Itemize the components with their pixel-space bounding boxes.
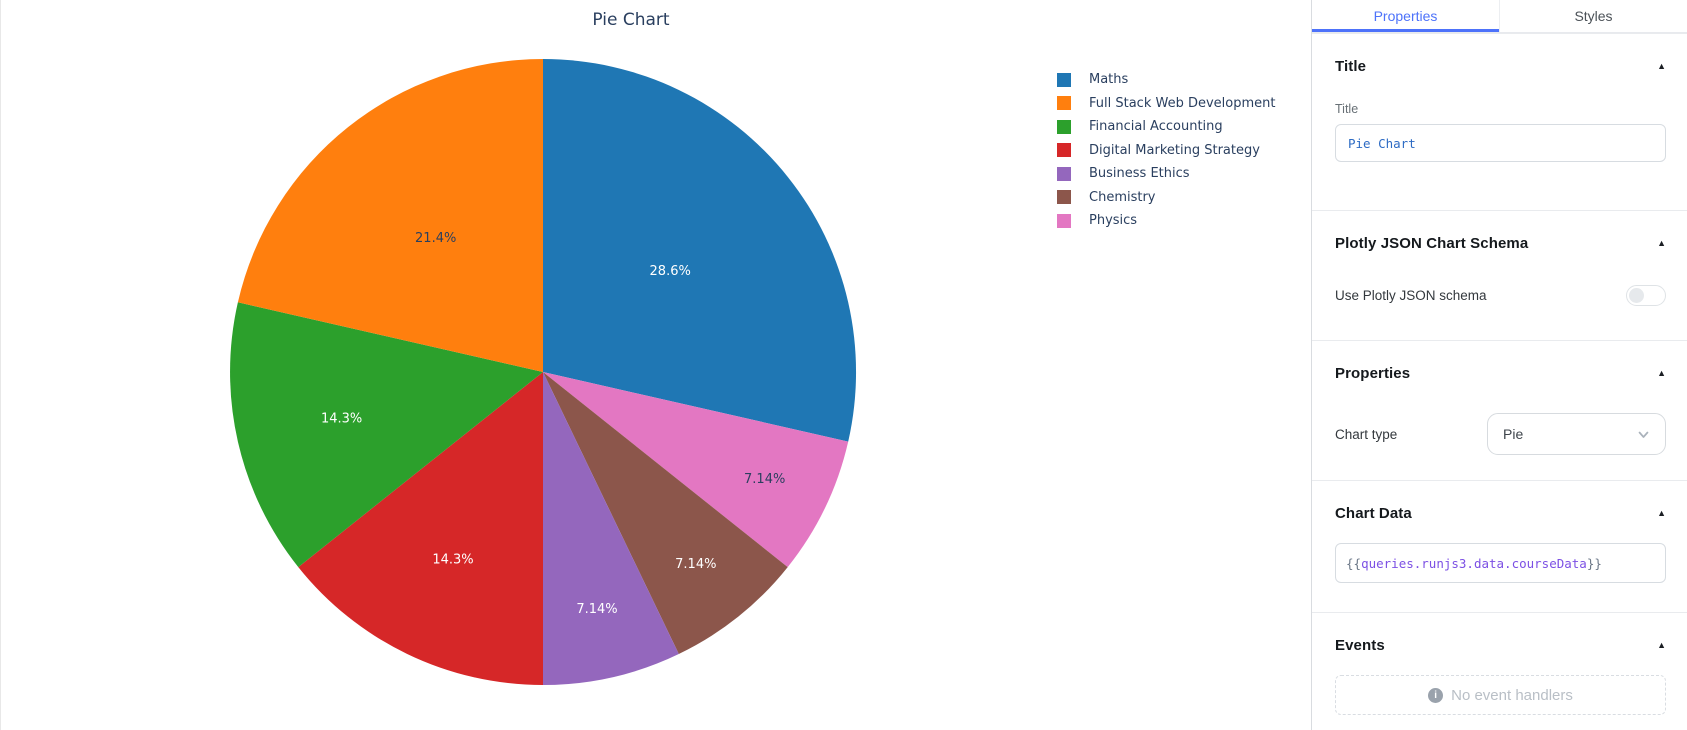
legend-label: Digital Marketing Strategy (1089, 142, 1260, 158)
legend-swatch (1057, 143, 1071, 158)
chart-type-value: Pie (1503, 426, 1524, 442)
plotly-schema-toggle[interactable] (1626, 285, 1666, 306)
legend-item[interactable]: Chemistry (1057, 186, 1275, 210)
pie-slice-chemistry[interactable] (543, 372, 788, 654)
legend-item[interactable]: Financial Accounting (1057, 115, 1275, 139)
legend-label: Business Ethics (1089, 166, 1190, 182)
tab-styles[interactable]: Styles (1500, 0, 1687, 32)
section-plotly-heading: Plotly JSON Chart Schema (1335, 234, 1529, 252)
section-events-heading: Events (1335, 636, 1385, 654)
section-plotly-schema: Plotly JSON Chart Schema ▲ Use Plotly JS… (1312, 210, 1687, 340)
section-properties-heading: Properties (1335, 364, 1411, 382)
pie-slice-full-stack-web-development[interactable] (237, 59, 543, 372)
pie-slice-maths[interactable] (543, 58, 857, 442)
legend-swatch (1057, 213, 1071, 228)
legend-swatch (1057, 72, 1071, 87)
legend-swatch (1057, 119, 1071, 134)
section-title-heading: Title (1335, 57, 1367, 75)
chart-title: Pie Chart (592, 10, 670, 30)
tab-properties[interactable]: Properties (1312, 0, 1500, 32)
inspector-tabs: Properties Styles (1312, 0, 1687, 33)
section-properties-header[interactable]: Properties ▲ (1335, 363, 1666, 383)
pie-chart: 28.6% 7.14% 7.14% 7.14% 14.3% 14.3% 21.4% (230, 58, 857, 685)
legend-item[interactable]: Digital Marketing Strategy (1057, 139, 1275, 163)
pie-slice-digital-marketing-strategy[interactable] (298, 372, 543, 685)
plotly-schema-toggle-label: Use Plotly JSON schema (1335, 288, 1487, 303)
collapse-icon[interactable]: ▲ (1657, 639, 1666, 650)
title-field-label: Title (1335, 102, 1359, 116)
legend-item[interactable]: Maths (1057, 68, 1275, 92)
section-properties: Properties ▲ Chart type Pie (1312, 340, 1687, 480)
section-events: Events ▲ i No event handlers (1312, 612, 1687, 730)
legend-label: Physics (1089, 213, 1138, 229)
chart-type-label: Chart type (1335, 426, 1398, 442)
app-canvas: Pie Chart 28.6% 7.14% 7.14% 7.14% 14.3% 14.3%… (0, 0, 1276, 730)
slice-percent-label: 7.14% (744, 472, 785, 487)
chart-type-select[interactable]: Pie (1487, 413, 1666, 455)
collapse-icon[interactable]: ▲ (1657, 237, 1666, 248)
legend-swatch (1057, 96, 1071, 111)
collapse-icon[interactable]: ▲ (1657, 507, 1666, 518)
chevron-down-icon (1638, 431, 1649, 438)
legend-item[interactable]: Business Ethics (1057, 162, 1275, 186)
no-event-handlers-text: No event handlers (1451, 686, 1573, 704)
legend-label: Financial Accounting (1089, 119, 1223, 135)
slice-percent-label: 28.6% (650, 264, 691, 279)
collapse-icon[interactable]: ▲ (1657, 367, 1666, 378)
chart-legend: Maths Full Stack Web Development Financial… (1057, 68, 1275, 233)
code-expression: queries.runjs3.data.courseData (1361, 555, 1587, 571)
legend-item[interactable]: Full Stack Web Development (1057, 92, 1275, 116)
code-close-braces: }} (1586, 555, 1602, 571)
legend-swatch (1057, 166, 1071, 181)
collapse-icon[interactable]: ▲ (1657, 60, 1666, 71)
section-chart-data-heading: Chart Data (1335, 504, 1412, 522)
legend-swatch (1057, 190, 1071, 205)
section-chart-data-header[interactable]: Chart Data ▲ (1335, 503, 1666, 523)
slice-percent-label: 14.3% (432, 553, 473, 568)
section-plotly-header[interactable]: Plotly JSON Chart Schema ▲ (1335, 233, 1666, 253)
legend-label: Maths (1089, 72, 1129, 88)
legend-label: Full Stack Web Development (1089, 95, 1276, 111)
slice-percent-label: 7.14% (576, 602, 617, 617)
chart-data-input[interactable]: {{queries.runjs3.data.courseData}} (1335, 543, 1666, 583)
slice-percent-label: 14.3% (321, 412, 362, 427)
inspector-panel: Properties Styles Title ▲ Title Pie Char… (1311, 0, 1687, 730)
title-input[interactable]: Pie Chart (1335, 124, 1666, 162)
section-events-header[interactable]: Events ▲ (1335, 635, 1666, 655)
pie-slice-business-ethics[interactable] (543, 372, 679, 685)
pie-slice-financial-accounting[interactable] (230, 302, 543, 568)
toggle-knob (1629, 288, 1644, 303)
slice-percent-label: 7.14% (675, 557, 716, 572)
info-icon: i (1428, 687, 1444, 703)
legend-item[interactable]: Physics (1057, 209, 1275, 233)
code-open-braces: {{ (1346, 555, 1362, 571)
pie-slice-physics[interactable] (543, 372, 849, 568)
no-event-handlers-box: i No event handlers (1335, 675, 1666, 715)
title-input-value: Pie Chart (1348, 135, 1416, 151)
section-title-header[interactable]: Title ▲ (1335, 56, 1666, 76)
slice-percent-label: 21.4% (415, 231, 456, 246)
section-title: Title ▲ Title Pie Chart (1312, 33, 1687, 210)
section-chart-data: Chart Data ▲ {{queries.runjs3.data.cours… (1312, 480, 1687, 612)
legend-label: Chemistry (1089, 189, 1156, 205)
